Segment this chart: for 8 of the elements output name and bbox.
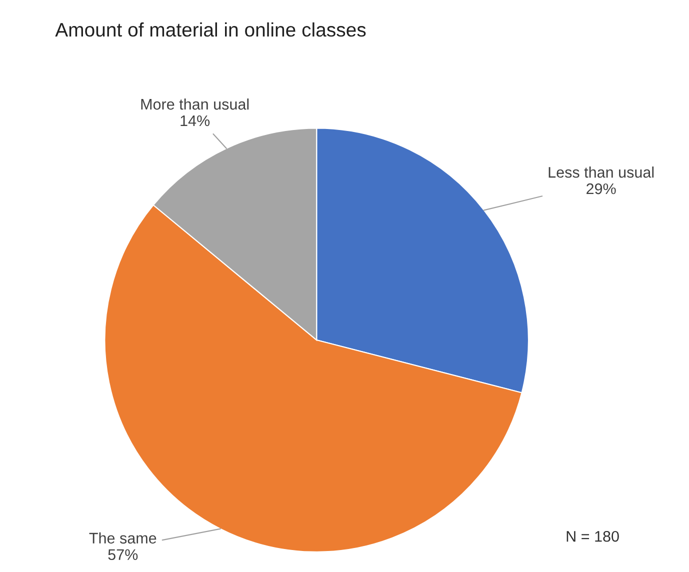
text: N = 180 — [566, 530, 619, 542]
slice-label: The same — [89, 532, 156, 544]
data-label: 14% — [180, 115, 210, 126]
data-label: 57% — [108, 549, 138, 560]
slice-label: Less than usual — [548, 166, 654, 178]
slice-label: More than usual — [141, 98, 249, 110]
data-label: 29% — [586, 183, 616, 194]
chart-title: Amount of material in online classes — [55, 22, 366, 37]
